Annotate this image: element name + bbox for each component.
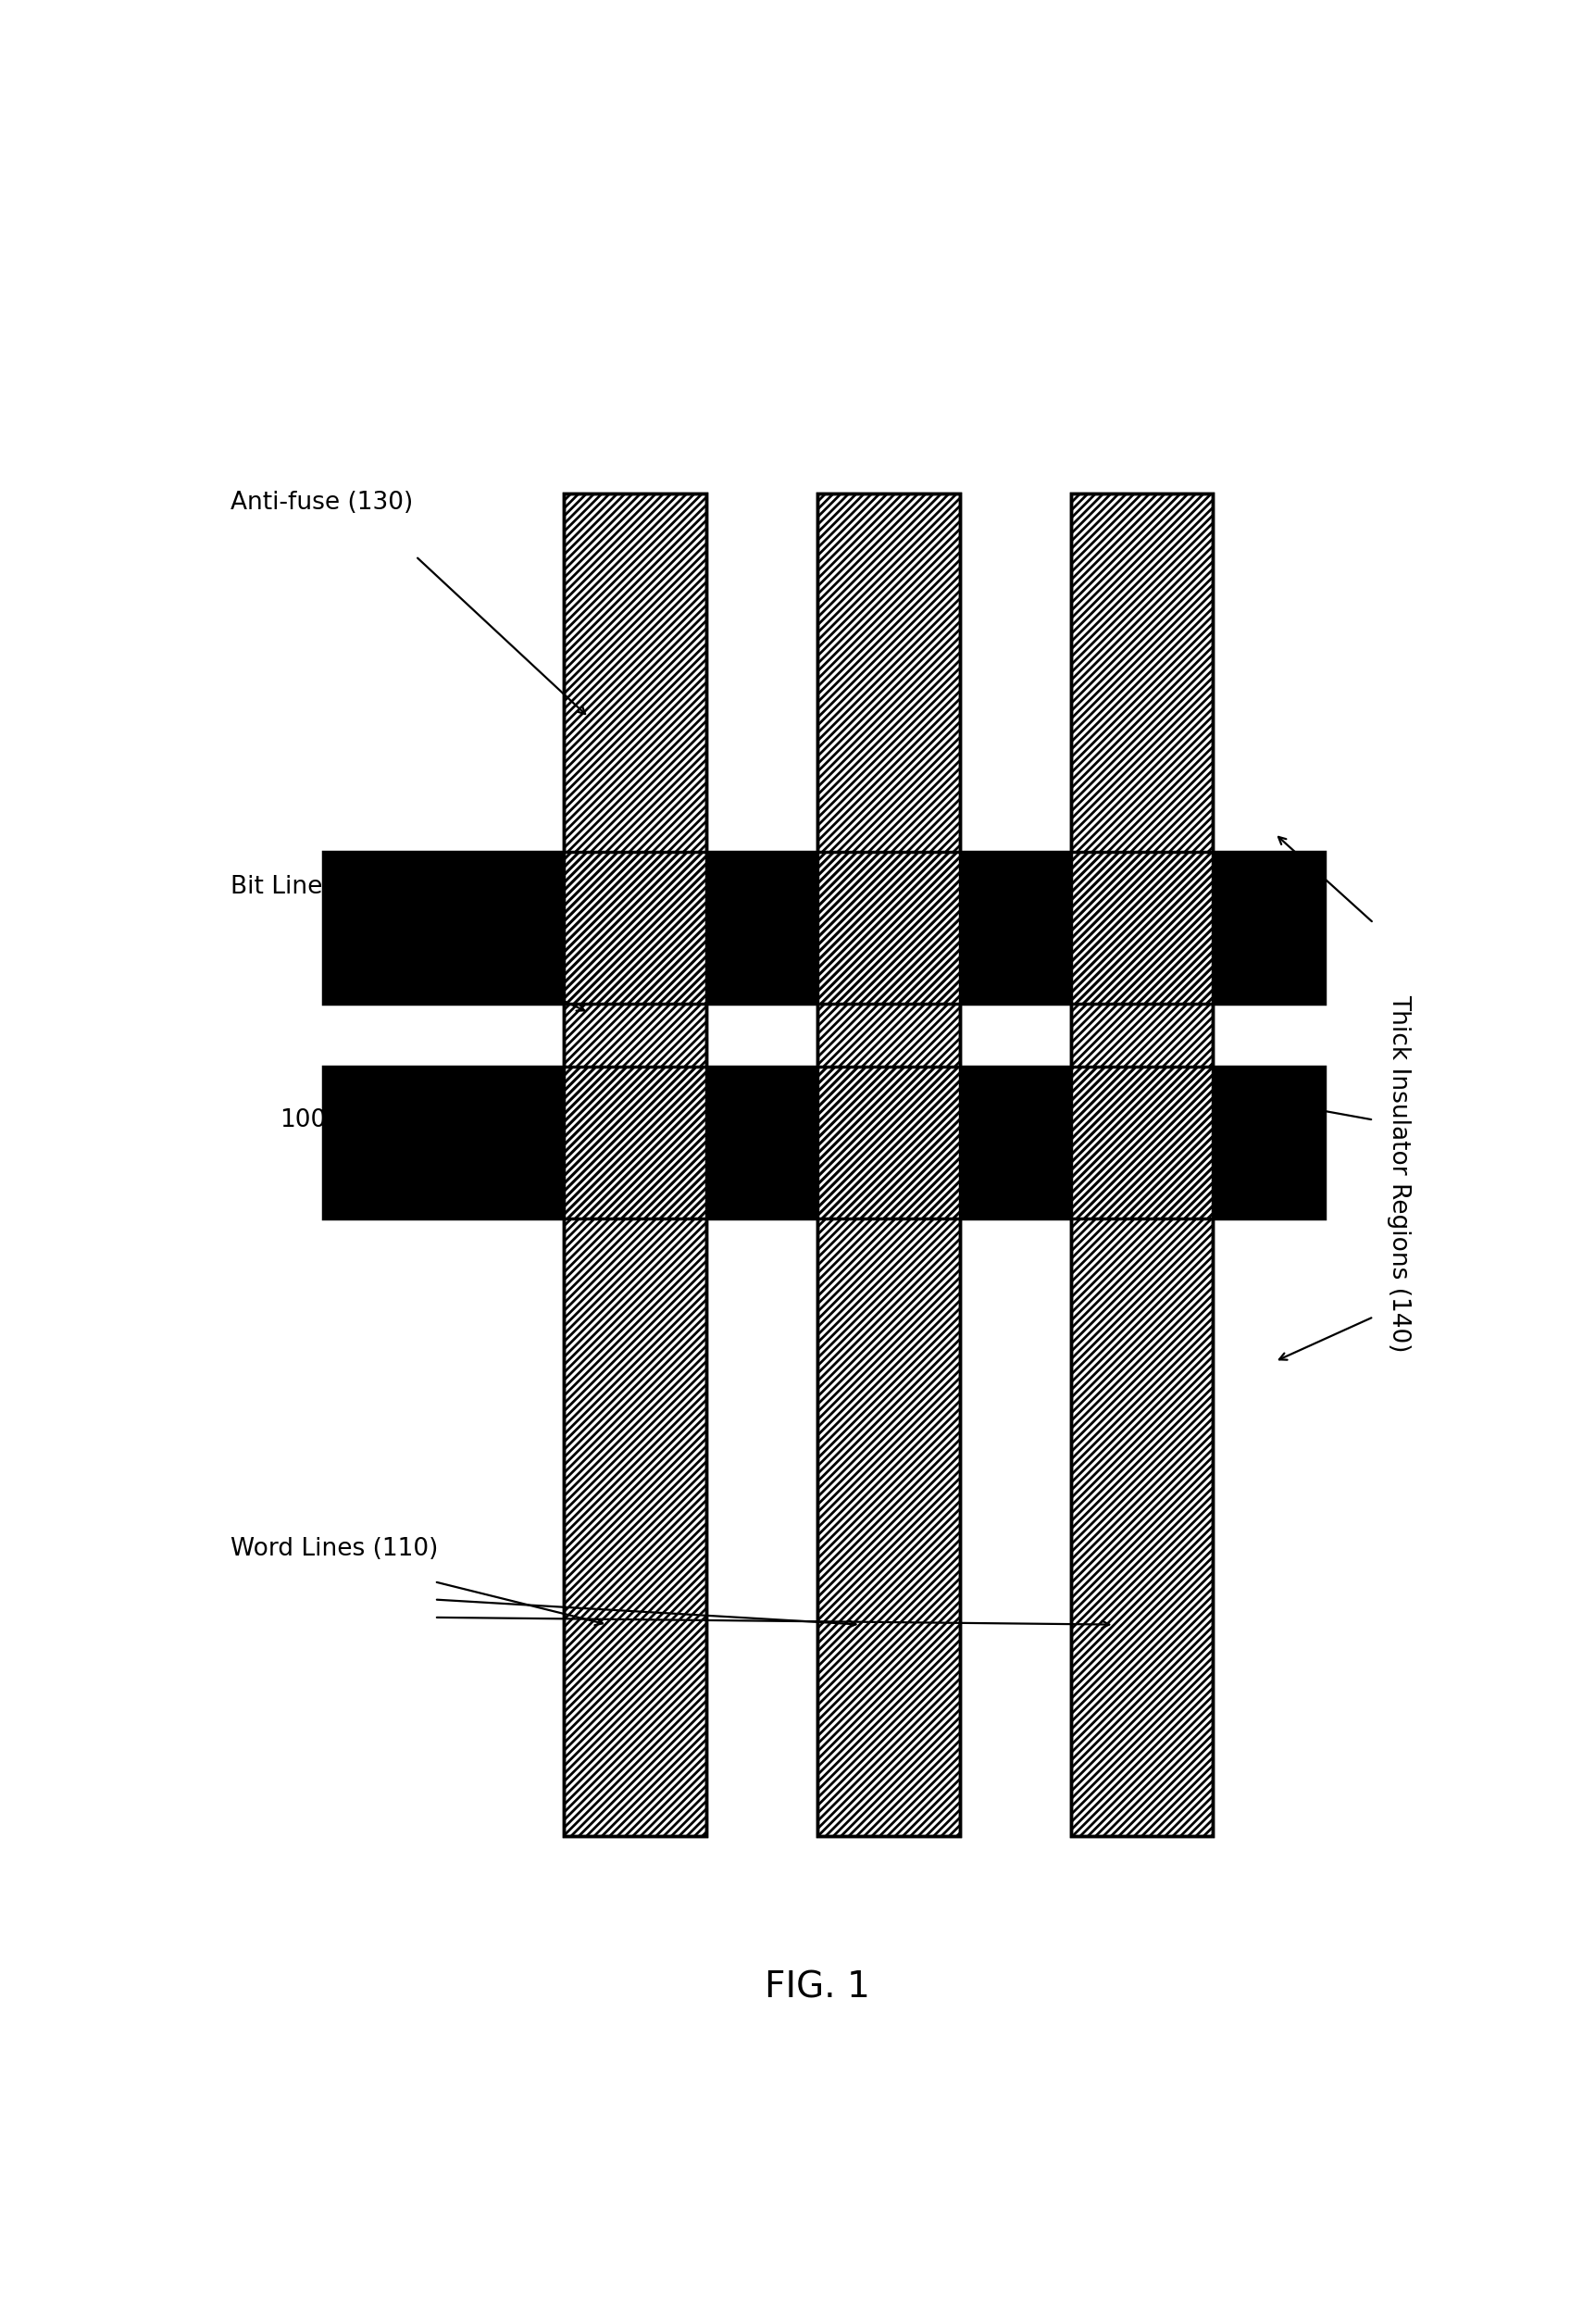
Bar <box>818 1067 960 1218</box>
Bar <box>565 1067 707 1218</box>
Bar <box>1070 1067 1212 1218</box>
Text: Thick Insulator Regions (140): Thick Insulator Regions (140) <box>1386 995 1410 1353</box>
Text: 100: 100 <box>279 1109 327 1132</box>
Bar <box>1070 1067 1212 1218</box>
Bar <box>322 1067 1324 1218</box>
Bar <box>1070 493 1212 1836</box>
Bar <box>565 851 707 1004</box>
Text: Bit Lines (120): Bit Lines (120) <box>230 876 408 899</box>
Bar <box>1070 851 1212 1004</box>
Bar <box>1070 851 1212 1004</box>
Text: Anti-fuse (130): Anti-fuse (130) <box>230 490 413 514</box>
Bar <box>322 1067 1324 1218</box>
Bar <box>565 1067 707 1218</box>
Bar <box>565 851 707 1004</box>
Bar <box>818 851 960 1004</box>
Text: Word Lines (110): Word Lines (110) <box>230 1538 439 1562</box>
Bar <box>322 851 1324 1004</box>
Bar <box>818 493 960 1836</box>
Bar <box>818 851 960 1004</box>
Bar <box>565 493 707 1836</box>
Bar <box>818 493 960 1836</box>
Bar <box>322 851 1324 1004</box>
Text: FIG. 1: FIG. 1 <box>764 1971 871 2006</box>
Bar <box>818 1067 960 1218</box>
Bar <box>1070 493 1212 1836</box>
Bar <box>565 493 707 1836</box>
